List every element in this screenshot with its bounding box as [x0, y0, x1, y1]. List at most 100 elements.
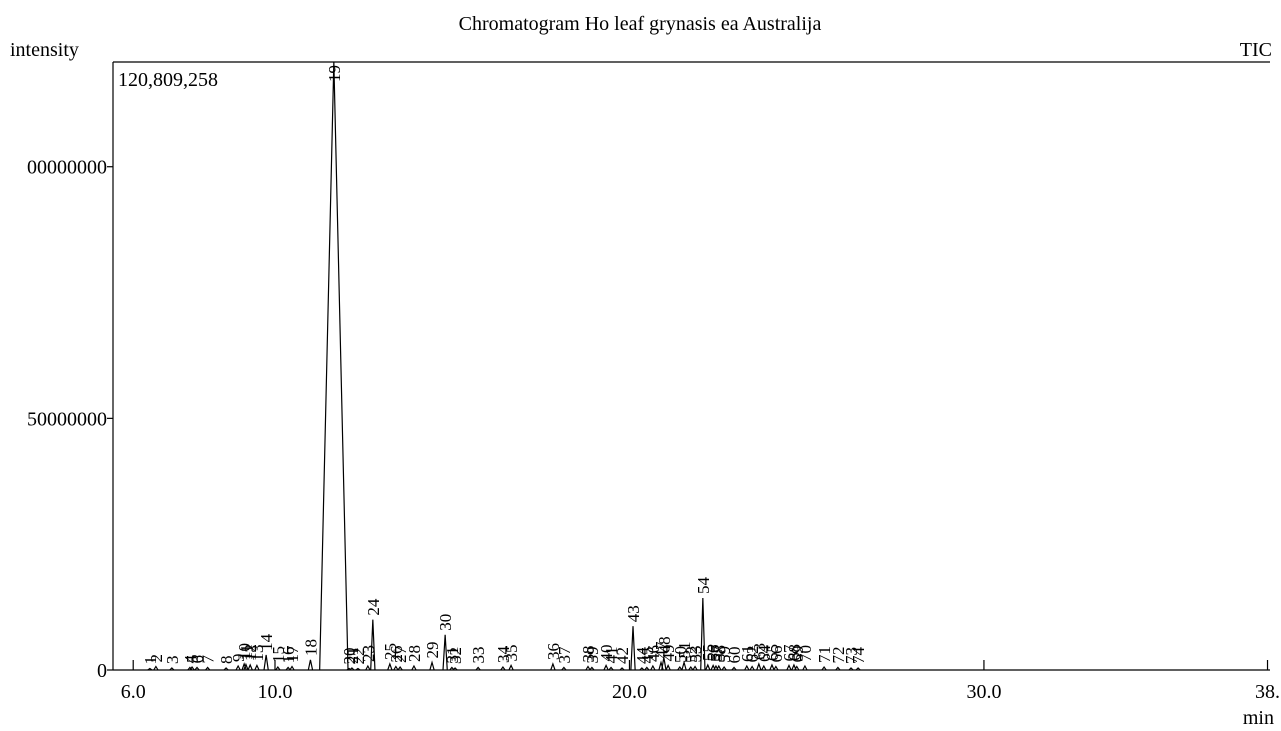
peak-label: 51 [675, 641, 694, 658]
peak [452, 667, 458, 671]
peak [749, 665, 755, 671]
peak [700, 598, 706, 671]
peak-label: 36 [544, 643, 563, 660]
peak-label: 26 [387, 645, 406, 662]
peak-label: 69 [788, 645, 807, 662]
peak [475, 666, 481, 671]
peak-label: 64 [755, 644, 774, 662]
peak [550, 662, 556, 671]
peak-label: 49 [659, 644, 678, 661]
peak [349, 667, 355, 671]
y-tick-label: 50000000 [27, 408, 107, 430]
peak [608, 666, 614, 671]
peak [319, 61, 349, 671]
peak-label: 52 [682, 646, 701, 663]
peak-label: 6 [188, 655, 207, 664]
peak-label: 16 [279, 646, 298, 663]
peak-label: 63 [750, 643, 769, 660]
peak-label: 33 [469, 646, 488, 663]
peak-label: 5 [183, 654, 202, 663]
peak [235, 664, 241, 671]
peak-label: 21 [343, 647, 362, 664]
peak-label: 17 [283, 645, 302, 663]
peak [153, 665, 159, 671]
peak [247, 663, 253, 671]
y-tick-label: 0 [97, 660, 107, 682]
peak-label: 53 [686, 645, 705, 662]
x-tick-label: 10.0 [257, 681, 292, 703]
peak [263, 654, 269, 671]
peak-label: 27 [391, 645, 410, 663]
peak [681, 660, 687, 671]
peak [561, 666, 567, 671]
peak [744, 664, 750, 671]
peak-label: 68 [785, 644, 804, 661]
peak-label: 37 [555, 646, 574, 664]
peak-label: 19 [325, 65, 344, 82]
peak-label: 45 [638, 646, 657, 663]
peak-label: 18 [301, 639, 320, 656]
peak-label: 23 [359, 645, 378, 662]
peak [285, 666, 291, 671]
peak-label: 67 [780, 644, 799, 662]
peak-label: 3 [163, 655, 182, 664]
peak-label: 1 [141, 656, 160, 665]
peak-label: 14 [257, 633, 276, 651]
peak [243, 662, 249, 671]
peak [786, 664, 792, 671]
peak-label: 39 [583, 646, 602, 663]
x-tick-label: 30.0 [966, 681, 1001, 703]
peak-label: 60 [725, 646, 744, 663]
peak [169, 667, 175, 671]
peak [370, 619, 376, 671]
peak [661, 657, 667, 671]
peak [603, 664, 609, 671]
peak-label: 47 [652, 641, 671, 659]
peak-label: 32 [446, 647, 465, 664]
peak [630, 626, 636, 671]
peak-label: 43 [624, 605, 643, 622]
peak [275, 665, 281, 671]
chart-title: Chromatogram Ho leaf grynasis ea Austral… [459, 13, 822, 35]
x-tick-label: 20.0 [612, 681, 647, 703]
peak [187, 666, 193, 671]
peak-label: 62 [743, 645, 762, 662]
peak [821, 665, 827, 671]
peak [147, 667, 153, 671]
peak [639, 667, 645, 671]
peak-label: 58 [710, 645, 729, 662]
peak [500, 665, 506, 671]
x-axis-label: min [1243, 707, 1274, 729]
peak-label: 70 [796, 645, 815, 662]
peak [393, 665, 399, 671]
peak [307, 659, 314, 671]
peak [773, 665, 779, 671]
peak [194, 666, 200, 671]
peak [585, 665, 591, 671]
peak-label: 48 [655, 636, 674, 653]
peak [205, 666, 211, 671]
peak [716, 664, 722, 671]
peak-label: 11 [237, 644, 256, 660]
max-annotation: 120,809,258 [118, 69, 218, 91]
peak [756, 662, 762, 671]
peak-label: 7 [199, 654, 218, 663]
peak-label: 65 [763, 644, 782, 661]
peak [705, 663, 711, 671]
peak [761, 664, 767, 671]
y-axis-label: intensity [10, 39, 79, 61]
peak-label: 28 [405, 645, 424, 662]
peak-label: 54 [694, 577, 713, 595]
peak [794, 665, 800, 671]
peak-label: 29 [423, 641, 442, 658]
peak [848, 667, 854, 671]
peak [650, 664, 656, 671]
peak-label: 35 [502, 644, 521, 661]
peak [429, 660, 435, 671]
peak [589, 666, 595, 671]
trace-label: TIC [1240, 39, 1272, 61]
peak [397, 665, 403, 671]
peak-label: 13 [248, 644, 267, 661]
y-tick-label: 00000000 [27, 157, 107, 179]
peak-label: 73 [842, 647, 861, 664]
